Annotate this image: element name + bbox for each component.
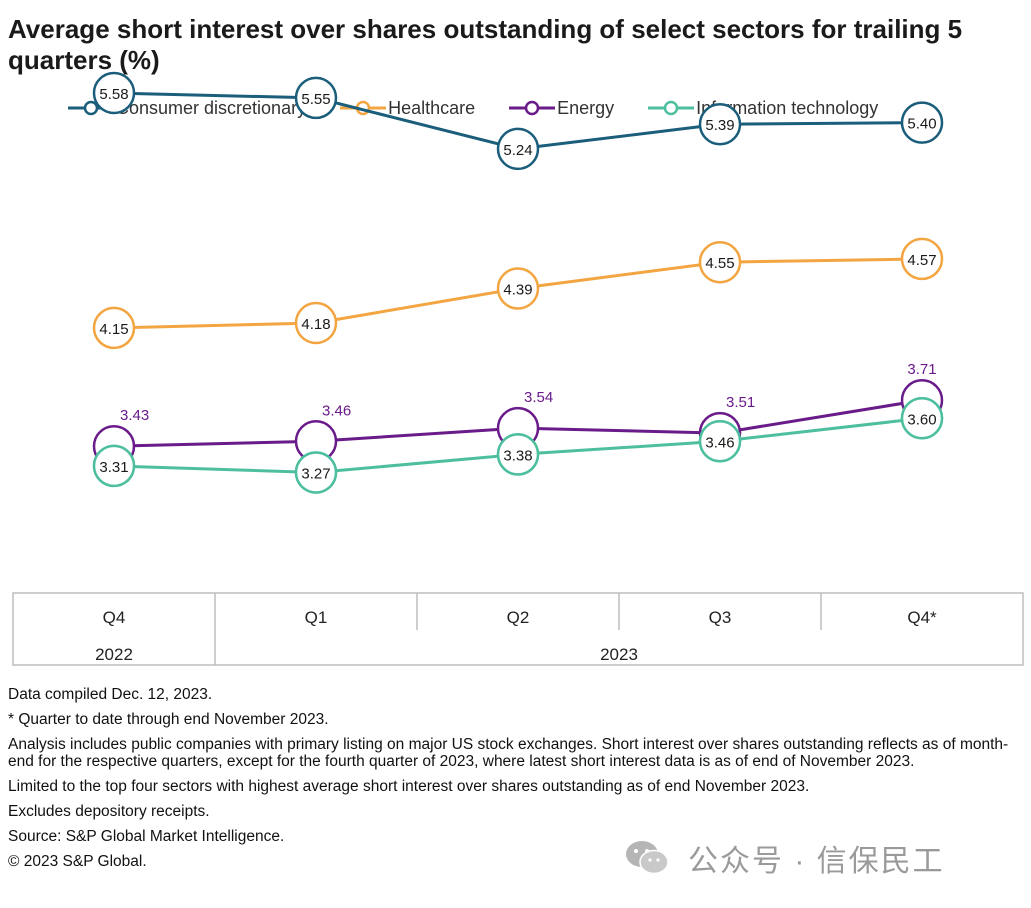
note-source: Source: S&P Global Market Intelligence. [8, 828, 285, 845]
legend-item-healthcare: Healthcare [340, 98, 475, 119]
data-label-consumer-discretionary-0: 5.58 [99, 86, 128, 103]
point-overlay-information-technology-3 [698, 420, 742, 463]
category-tick-label-1: Q1 [305, 608, 328, 627]
point-consumer-discretionary-0 [92, 71, 136, 115]
category-tick-label-3: Q3 [709, 608, 732, 627]
legend-label-consumer-discretionary: Consumer discretionary [116, 97, 307, 118]
data-label-healthcare-3: 4.55 [705, 255, 734, 272]
wechat-icon [626, 841, 669, 875]
data-label-healthcare-1: 4.18 [301, 316, 330, 333]
data-label-energy-3: 3.51 [726, 394, 755, 411]
data-label-energy-1: 3.46 [322, 402, 351, 419]
point-healthcare-1 [294, 301, 338, 345]
point-healthcare-4 [900, 237, 944, 281]
legend-item-energy: Energy [509, 98, 614, 119]
note-copyright: © 2023 S&P Global. [8, 853, 147, 870]
axis-box [12, 592, 1024, 666]
data-label-overlay-information-technology-1: 3.27 [301, 466, 330, 483]
legend-item-consumer-discretionary: Consumer discretionary [68, 98, 306, 119]
point-overlay-information-technology-0 [92, 444, 136, 488]
legend-label-healthcare: Healthcare [388, 97, 476, 118]
line-chart: 5.58 5.55 5.24 5.39 5.40 4.15 4.18 4.39 4.55 4.57… [12, 71, 1024, 666]
data-label-consumer-discretionary-2: 5.24 [503, 142, 532, 159]
year-group-label-1: 2023 [600, 645, 638, 664]
data-label-healthcare-4: 4.57 [907, 252, 936, 269]
point-consumer-discretionary-3 [698, 102, 742, 146]
note-compiled: Data compiled Dec. 12, 2023. [8, 686, 213, 703]
legend-item-information-technology: Information technology [648, 98, 878, 119]
plot-area: 5.58 5.55 5.24 5.39 5.40 4.15 4.18 4.39 4.55 4.57… [92, 71, 944, 494]
data-label-consumer-discretionary-3: 5.39 [705, 117, 734, 134]
data-label-healthcare-2: 4.39 [503, 282, 532, 299]
data-label-consumer-discretionary-4: 5.40 [907, 116, 936, 133]
point-overlay-information-technology-2 [496, 433, 540, 476]
data-label-overlay-information-technology-0: 3.31 [99, 459, 128, 476]
point-healthcare-2 [496, 267, 540, 310]
chart-title: Average short interest over shares outst… [8, 14, 963, 75]
point-overlay-information-technology-4 [900, 397, 944, 440]
legend-label-energy: Energy [557, 97, 615, 118]
legend-label-information-technology: Information technology [696, 97, 879, 118]
data-label-healthcare-0: 4.15 [99, 321, 128, 338]
category-tick-label-0: Q4 [103, 608, 126, 627]
data-label-energy-4: 3.71 [907, 361, 936, 378]
point-overlay-information-technology-1 [294, 451, 338, 494]
legend-swatch-energy [509, 100, 556, 116]
legend-swatch-information-technology [648, 100, 695, 116]
point-healthcare-0 [92, 306, 136, 350]
watermark: 公众号 · 信保民工 [624, 836, 945, 880]
note-excludes: Excludes depository receipts. [8, 803, 210, 820]
data-label-consumer-discretionary-1: 5.55 [301, 91, 330, 108]
data-label-overlay-information-technology-4: 3.60 [907, 411, 936, 428]
category-axis: Q4 Q1 Q2 Q3 Q4* 2022 2023 [12, 592, 1024, 666]
point-consumer-discretionary-1 [294, 76, 338, 120]
legend-swatch-healthcare [340, 100, 387, 116]
watermark-text: 公众号 · 信保民工 [688, 845, 945, 878]
point-consumer-discretionary-4 [900, 101, 944, 144]
category-tick-label-4: Q4* [907, 608, 937, 627]
data-label-overlay-information-technology-3: 3.46 [705, 434, 734, 451]
note-quarter-to-date: * Quarter to date through end November 2… [8, 711, 329, 728]
note-limited: Limited to the top four sectors with hig… [8, 778, 810, 795]
footnotes: Data compiled Dec. 12, 2023. * Quarter t… [8, 686, 1023, 878]
point-consumer-discretionary-2 [496, 127, 540, 171]
note-analysis: Analysis includes public companies with … [8, 736, 1009, 770]
legend: Consumer discretionary Healthcare Energy… [68, 95, 912, 121]
data-label-overlay-information-technology-2: 3.38 [503, 447, 532, 464]
data-label-energy-0: 3.43 [120, 407, 149, 424]
year-group-label-0: 2022 [95, 645, 133, 664]
point-healthcare-3 [698, 240, 742, 284]
category-tick-label-2: Q2 [507, 608, 530, 627]
data-label-energy-2: 3.54 [524, 389, 553, 406]
